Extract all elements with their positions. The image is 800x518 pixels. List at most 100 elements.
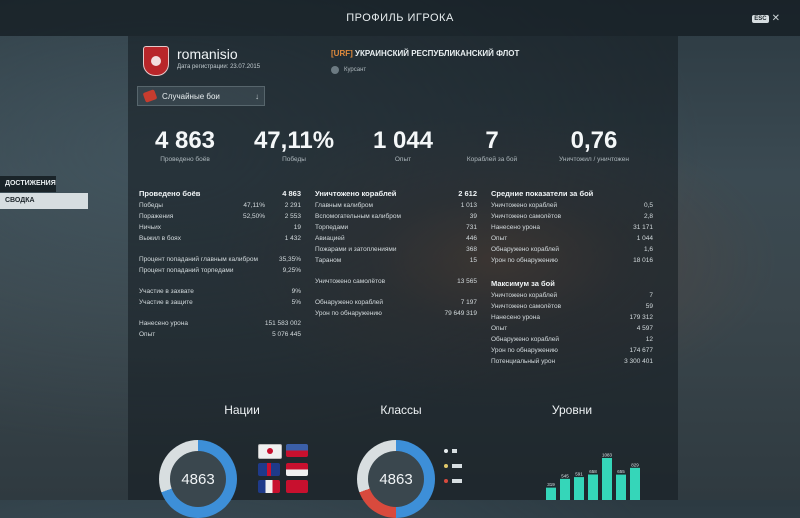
row-value: 79 649 319 [444,310,477,317]
row-value: 35,35% [278,256,301,263]
table-row: Потенциальный урон 3 300 401 [491,356,653,367]
clan-name: УКРАИНСКИЙ РЕСПУБЛИКАНСКИЙ ФЛОТ [355,49,520,58]
row-value: 4 597 [636,325,653,332]
table-row: Пожарами и затоплениями 368 [315,244,477,255]
table-row: Обнаружено кораблей 7 197 [315,297,477,308]
big-stat-value: 7 [485,127,499,154]
row-value: 3 300 401 [624,358,653,365]
classes-donut-chart[interactable]: 4863 [357,440,435,518]
row-value: 1,6 [643,246,653,253]
big-stat-value: 0,76 [570,127,618,154]
destroyed-stats-column: Уничтожено кораблей 2 612 Главным калибро… [315,186,477,319]
uk-flag-icon[interactable] [258,463,280,476]
france-flag-icon[interactable] [258,480,280,493]
tiers-bar-chart: 319 545 591 658 1083 655 829 [546,453,640,500]
table-row: Нанесено урона 31 171 [491,222,653,233]
table-row: Авиацией 446 [315,233,477,244]
battle-mode-select[interactable]: Случайные бои ↓ [137,86,265,106]
legend-item[interactable] [444,476,466,485]
tier-bar-label: 591 [575,472,583,477]
tier-bar[interactable] [574,477,584,500]
row-label: Обнаружено кораблей [491,246,560,253]
table-row: Вспомогательным калибром 39 [315,211,477,222]
nations-donut-chart[interactable]: 4863 [159,440,237,518]
row-label: Тараном [315,257,342,264]
rank-icon [331,66,339,74]
row-label: Пожарами и затоплениями [315,246,397,253]
tier-bar[interactable] [588,474,598,500]
row-label: Нанесено урона [491,314,541,321]
column-title: Уничтожено кораблей [315,188,397,198]
row-value: 446 [466,235,477,242]
row-value: 731 [466,224,477,231]
clan-info[interactable]: [URF] УКРАИНСКИЙ РЕСПУБЛИКАНСКИЙ ФЛОТ Ку… [331,49,519,74]
nations-total: 4863 [170,451,226,507]
table-row: Уничтожено кораблей 7 [491,290,653,301]
row-label: Авиацией [315,235,345,242]
row-label: Победы [139,202,163,209]
table-row: Нанесено урона 151 583 002 [139,318,301,329]
big-stat-wins: 47,11% Победы [244,128,344,164]
sidebar-item-achievements[interactable]: ДОСТИЖЕНИЯ [0,176,56,192]
table-row: Главным калибром 1 013 [315,200,477,211]
table-row: Участие в захвате 9% [139,286,301,297]
tier-bar[interactable] [560,478,570,500]
big-stat-value: 4 863 [154,127,216,154]
header-bar: ПРОФИЛЬ ИГРОКА ESC ✕ [0,0,800,36]
row-label: Урон по обнаружению [315,310,382,317]
row-value: 9% [291,288,301,295]
legend-item[interactable] [444,461,466,470]
esc-key-icon: ESC [752,15,769,23]
big-stat-caption: Опыт [394,156,412,163]
table-row: Обнаружено кораблей 12 [491,334,653,345]
row-label: Урон по обнаружению [491,257,558,264]
row-label: Ничьих [139,224,161,231]
registration-date: Дата регистрации: 23.07.2015 [177,64,261,70]
row-label: Главным калибром [315,202,373,209]
chevron-down-icon: ↓ [255,91,259,101]
tier-bar[interactable] [616,474,626,500]
row-value: 19 [293,224,301,231]
usa-flag-icon[interactable] [286,444,308,457]
legend-item[interactable] [444,446,466,455]
row-value: 39 [469,213,477,220]
row-label: Уничтожено самолётов [491,213,562,220]
row-label: Опыт [491,325,508,332]
legend-dot-icon [444,448,448,453]
china-flag-icon[interactable] [286,480,308,493]
row-label: Уничтожено самолётов [315,278,386,285]
battle-mode-label: Случайные бои [162,91,220,101]
row-value: 12 [645,336,653,343]
nations-title: Нации [224,403,260,417]
row-value: 179 312 [629,314,654,321]
tier-bar[interactable] [546,487,556,500]
row-label: Участие в защите [139,299,193,306]
table-row: Уничтожено самолётов 2,8 [491,211,653,222]
row-value: 0,5 [643,202,653,209]
sidebar-item-summary[interactable]: СВОДКА [0,193,88,209]
table-row: Поражения 52,50% 2 553 [139,211,301,222]
table-row: Ничьих 19 [139,222,301,233]
row-percent: 47,11% [243,202,265,209]
row-label: Нанесено урона [139,320,189,327]
table-row: Обнаружено кораблей 1,6 [491,244,653,255]
ussr-flag-icon[interactable] [286,463,308,476]
big-stat-caption: Проведено боёв [160,156,210,163]
tier-bar[interactable] [630,467,640,500]
battleship-icon [452,463,462,468]
column-title: Средние показатели за бой [491,188,594,198]
row-label: Поражения [139,213,174,220]
tier-bar[interactable] [602,458,612,500]
japan-flag-icon[interactable] [258,444,282,459]
row-label: Обнаружено кораблей [491,336,560,343]
classes-total: 4863 [368,451,424,507]
table-row: Опыт 1 044 [491,233,653,244]
cruiser-icon [452,478,462,483]
clan-tag: [URF] [331,49,353,58]
table-row: Опыт 4 597 [491,323,653,334]
table-row: Процент попаданий торпедами 9,25% [139,265,301,276]
row-value: 2 553 [284,213,301,220]
big-stat-ships-per-battle: 7 Кораблей за бой [442,127,542,164]
table-row: Опыт 5 076 445 [139,329,301,340]
close-button[interactable]: ESC ✕ [752,14,780,24]
